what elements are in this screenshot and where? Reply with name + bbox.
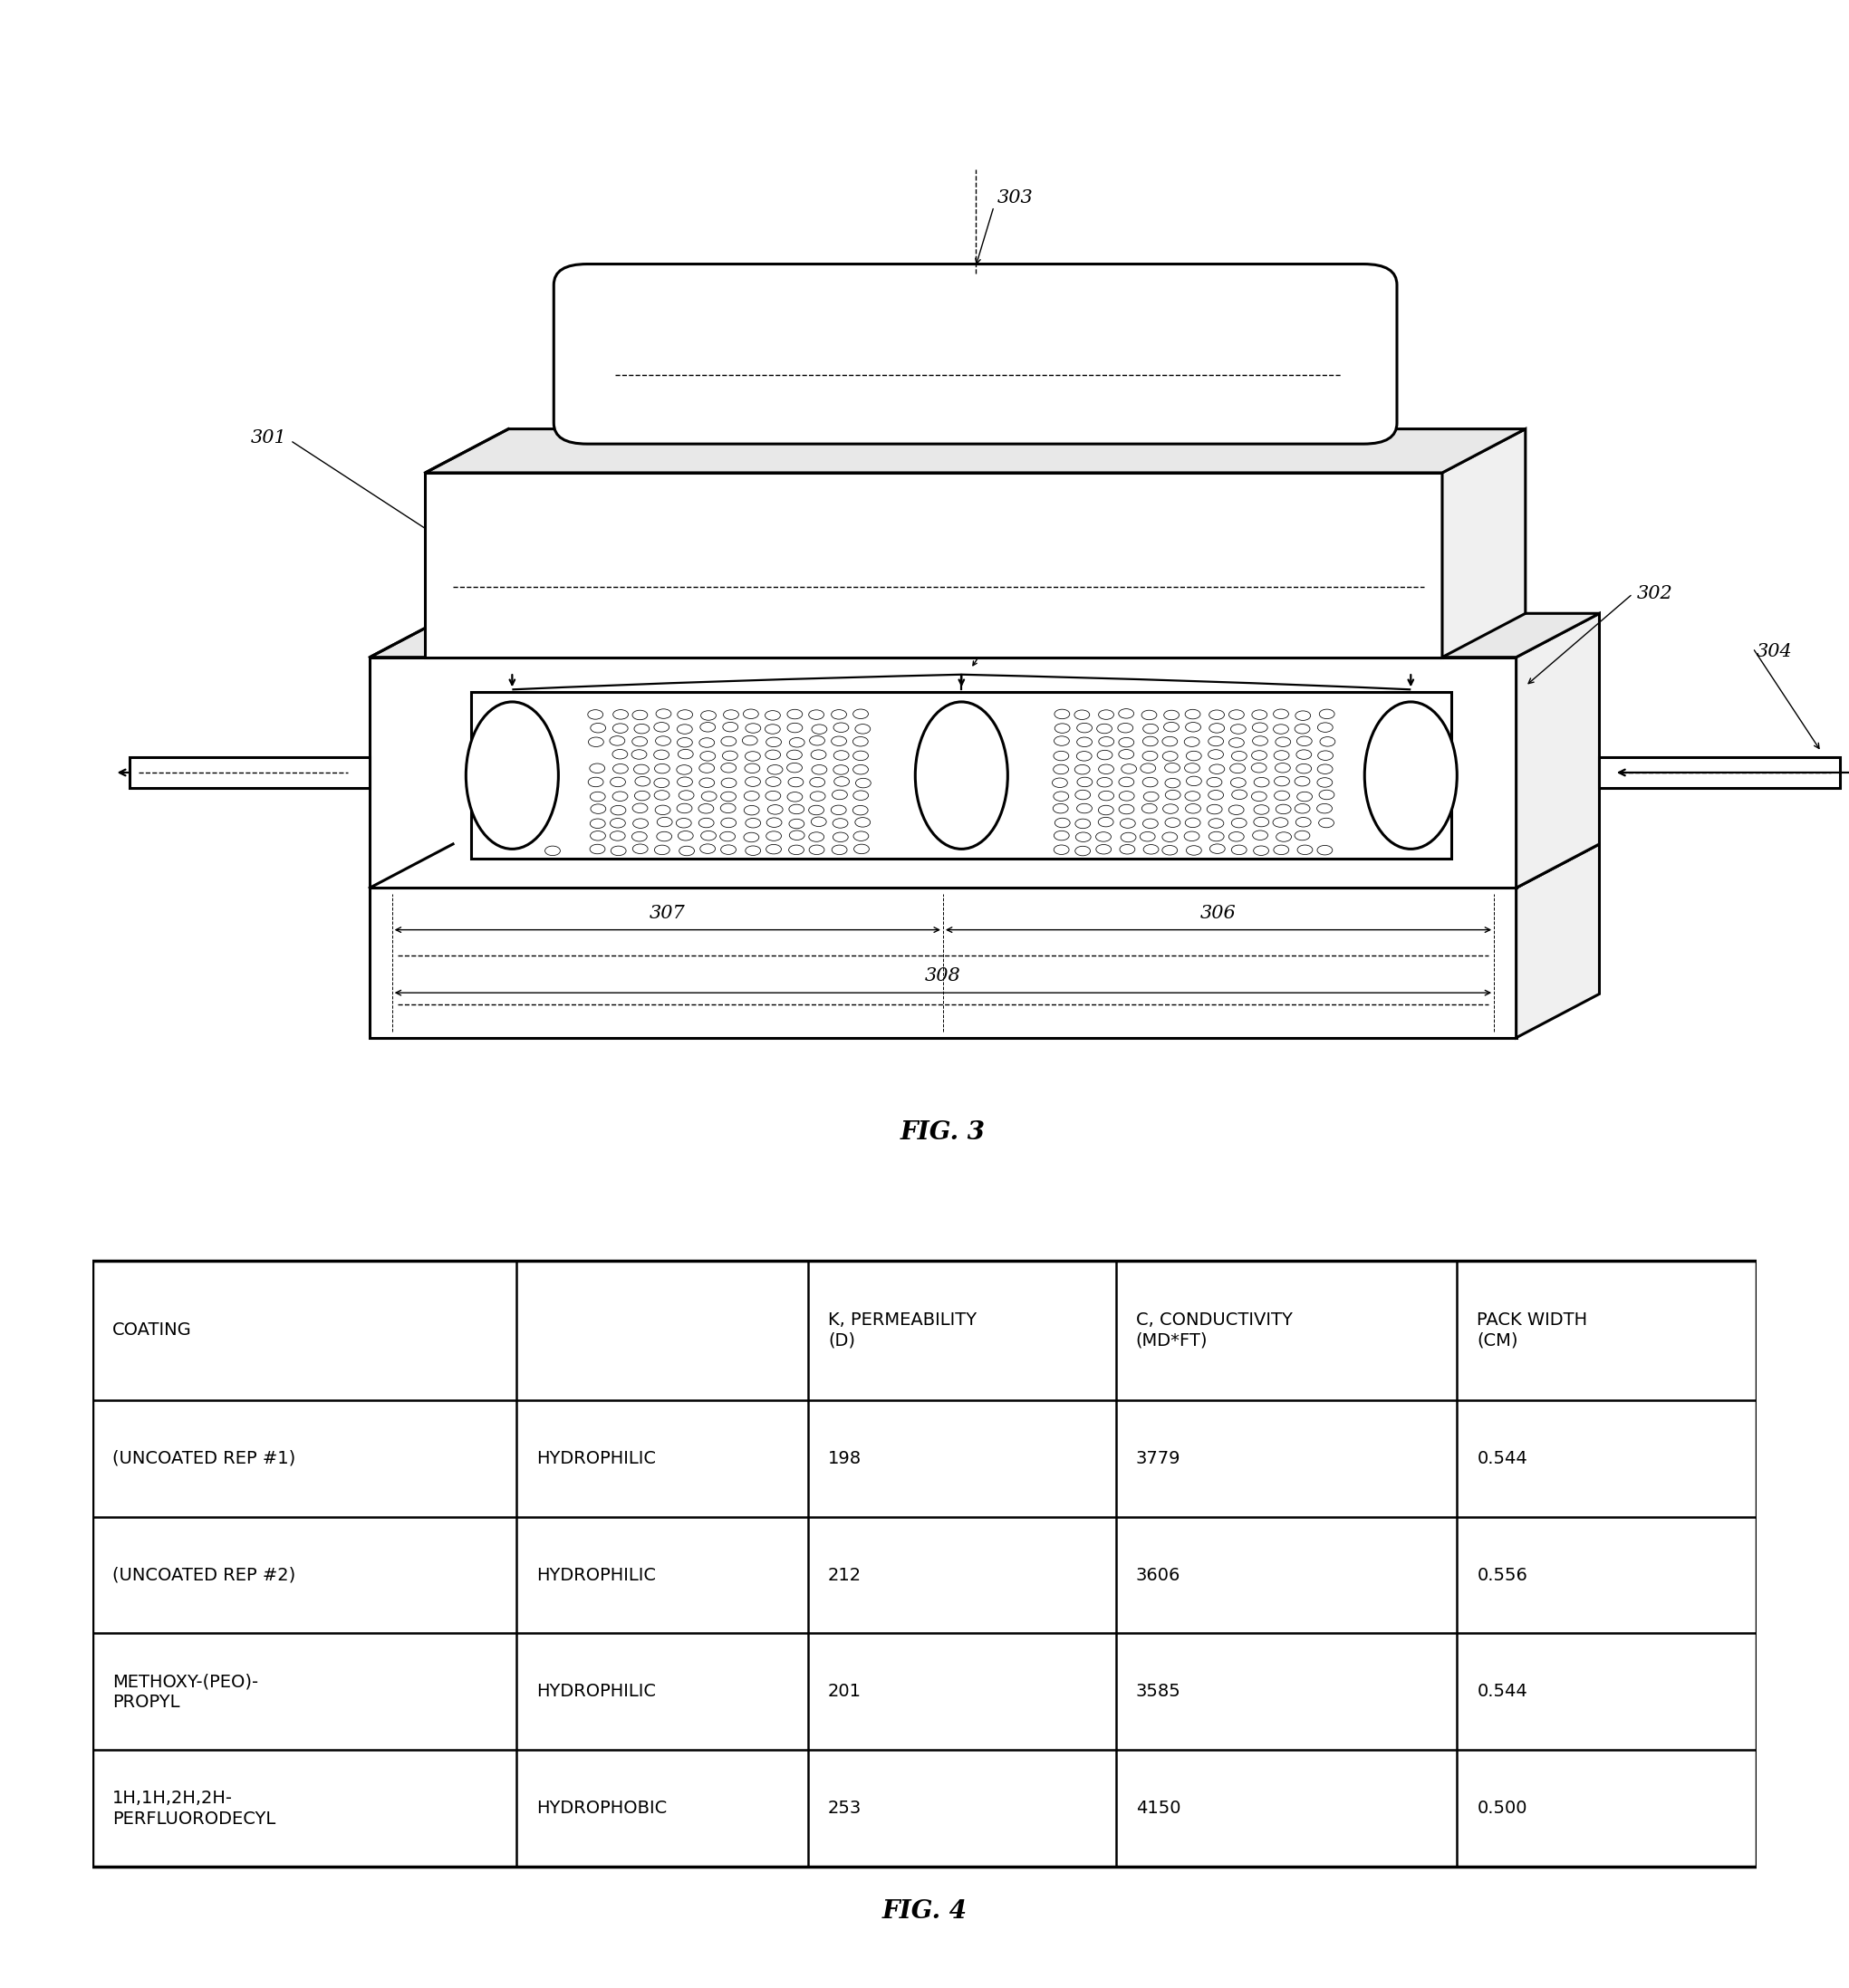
Text: C, CONDUCTIVITY
(MD*FT): C, CONDUCTIVITY (MD*FT) xyxy=(1135,1312,1292,1350)
FancyBboxPatch shape xyxy=(553,264,1398,443)
Text: 212: 212 xyxy=(828,1567,862,1584)
Text: PACK WIDTH
(CM): PACK WIDTH (CM) xyxy=(1477,1312,1588,1350)
Text: 4150: 4150 xyxy=(1135,1799,1182,1817)
Text: COATING: COATING xyxy=(113,1322,192,1340)
Ellipse shape xyxy=(466,702,558,849)
Text: FIG. 4: FIG. 4 xyxy=(882,1899,967,1924)
Bar xyxy=(425,473,1442,658)
Text: 0.544: 0.544 xyxy=(1477,1684,1527,1700)
Text: K, PERMEABILITY
(D): K, PERMEABILITY (D) xyxy=(828,1312,976,1350)
Bar xyxy=(92,1260,1757,1867)
Text: HYDROPHILIC: HYDROPHILIC xyxy=(536,1567,656,1584)
Text: 308: 308 xyxy=(924,968,961,984)
Text: METHOXY-(PEO)-
PROPYL: METHOXY-(PEO)- PROPYL xyxy=(113,1672,259,1710)
Text: 3606: 3606 xyxy=(1135,1567,1180,1584)
Text: 305: 305 xyxy=(980,636,1015,654)
Text: FIG. 3: FIG. 3 xyxy=(900,1119,986,1145)
Text: 0.500: 0.500 xyxy=(1477,1799,1527,1817)
Polygon shape xyxy=(1442,429,1525,658)
Text: 307: 307 xyxy=(649,905,686,922)
Text: (UNCOATED REP #1): (UNCOATED REP #1) xyxy=(113,1449,296,1467)
Text: (UNCOATED REP #2): (UNCOATED REP #2) xyxy=(113,1567,296,1584)
Text: 0.556: 0.556 xyxy=(1477,1567,1527,1584)
Ellipse shape xyxy=(915,702,1008,849)
Bar xyxy=(370,889,1516,1038)
Bar xyxy=(471,692,1451,859)
Text: 306: 306 xyxy=(1200,905,1237,922)
Text: HYDROPHILIC: HYDROPHILIC xyxy=(536,1449,656,1467)
Polygon shape xyxy=(425,429,1525,473)
Text: 198: 198 xyxy=(828,1449,862,1467)
Text: 301: 301 xyxy=(251,429,287,447)
Bar xyxy=(129,757,370,787)
Text: 0.544: 0.544 xyxy=(1477,1449,1527,1467)
Text: HYDROPHILIC: HYDROPHILIC xyxy=(536,1684,656,1700)
Bar xyxy=(370,658,1516,889)
Text: 3779: 3779 xyxy=(1135,1449,1182,1467)
Polygon shape xyxy=(1516,845,1599,1038)
Polygon shape xyxy=(370,845,1599,889)
Bar xyxy=(1599,757,1840,787)
Text: 1H,1H,2H,2H-
PERFLUORODECYL: 1H,1H,2H,2H- PERFLUORODECYL xyxy=(113,1789,276,1827)
Text: 253: 253 xyxy=(828,1799,862,1817)
Text: 201: 201 xyxy=(828,1684,862,1700)
Polygon shape xyxy=(1516,614,1599,889)
Polygon shape xyxy=(370,614,1599,658)
Text: HYDROPHOBIC: HYDROPHOBIC xyxy=(536,1799,667,1817)
Ellipse shape xyxy=(1365,702,1457,849)
Text: 303: 303 xyxy=(998,189,1034,207)
Text: 304: 304 xyxy=(1757,642,1792,660)
Text: 3585: 3585 xyxy=(1135,1684,1182,1700)
Text: 302: 302 xyxy=(1636,584,1671,602)
